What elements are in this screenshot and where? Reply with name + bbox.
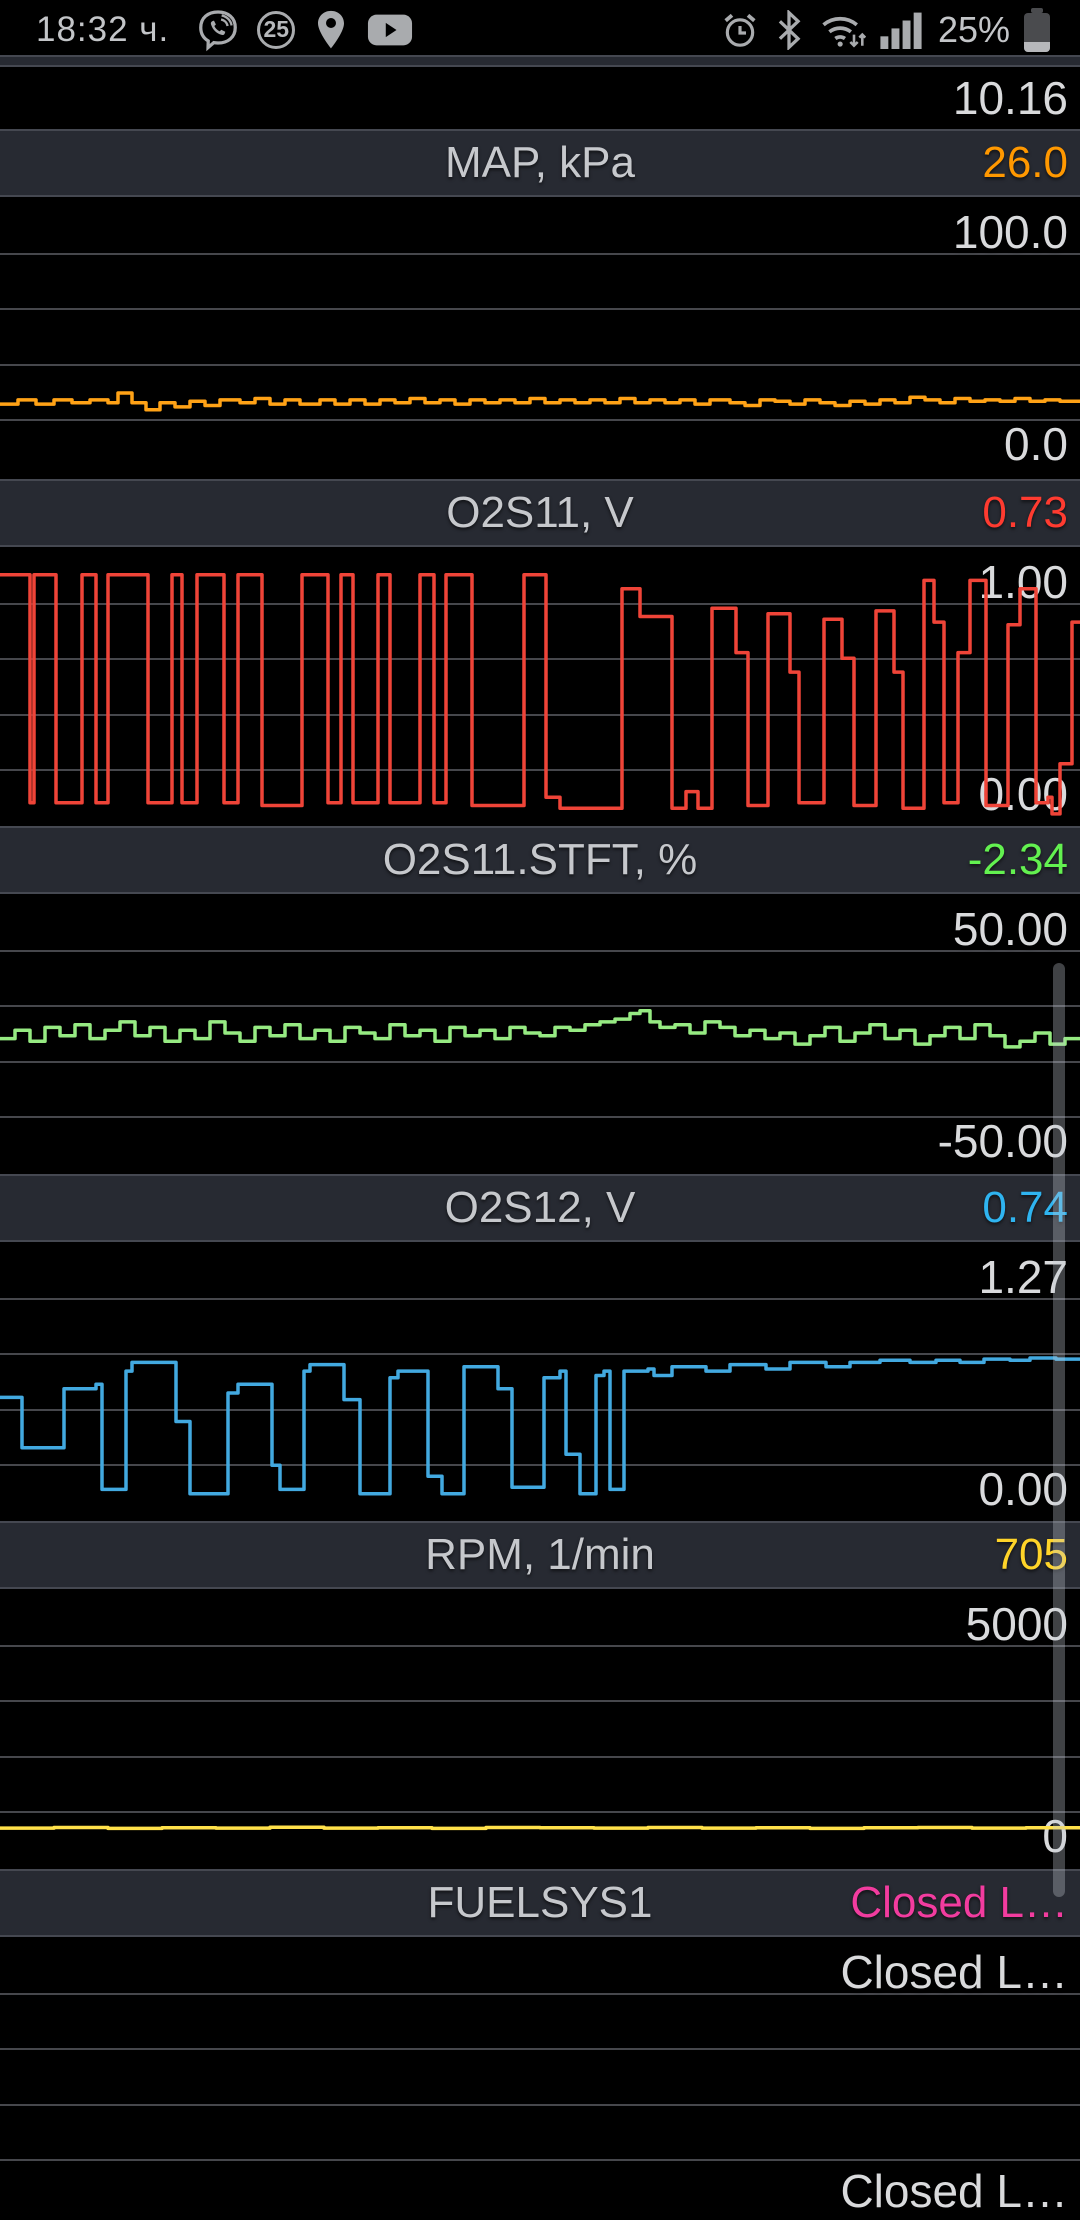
chart-plot-rpm[interactable]: 5000 0 <box>0 1589 1080 1867</box>
axis-min-label: 0 <box>1042 1810 1068 1862</box>
gridline <box>0 1353 1080 1355</box>
badge-count: 25 <box>257 10 296 49</box>
gridline <box>0 1061 1080 1063</box>
chart-current-value-o2s12: 0.74 <box>982 1183 1068 1232</box>
axis-max-label: 50.00 <box>952 903 1068 955</box>
chart-current-value-fuelsys1: Closed L… <box>850 1878 1068 1927</box>
scrollbar[interactable] <box>1053 963 1065 1897</box>
chart-header-rpm[interactable]: RPM, 1/min 705 <box>0 1521 1080 1589</box>
gridline <box>0 769 1080 771</box>
gridline <box>0 714 1080 716</box>
trace-rpm <box>0 1825 1080 1831</box>
youtube-icon <box>367 13 413 47</box>
battery-icon <box>1024 7 1050 52</box>
chart-title-o2s11-stft: O2S11.STFT, % <box>382 835 698 884</box>
viber-icon <box>195 7 241 53</box>
previous-chart-gridband <box>0 55 1080 67</box>
signal-icon <box>880 11 922 49</box>
chart-header-o2s11[interactable]: O2S11, V 0.73 <box>0 479 1080 547</box>
gridline <box>0 1409 1080 1411</box>
gridline <box>0 1756 1080 1758</box>
gridline <box>0 419 1080 421</box>
axis-max-label: 100.0 <box>952 206 1068 258</box>
status-bar: 18:32 ч. 25 <box>0 0 1080 55</box>
location-icon <box>311 8 351 52</box>
chart-header-fuelsys1[interactable]: FUELSYS1 Closed L… <box>0 1869 1080 1937</box>
bluetooth-icon <box>774 9 804 50</box>
axis-min-label: 10.16 <box>952 72 1068 124</box>
trace-map <box>0 391 1080 412</box>
chart-current-value-o2s11-stft: -2.34 <box>967 835 1068 884</box>
chart-current-value-map: 26.0 <box>982 138 1068 187</box>
chart-header-o2s11-stft[interactable]: O2S11.STFT, % -2.34 <box>0 826 1080 894</box>
gridline <box>0 950 1080 952</box>
status-bar-right: 25% <box>706 7 1050 52</box>
axis-min-label: Closed L… <box>840 2165 1068 2217</box>
chart-plot-map[interactable]: 100.0 0.0 <box>0 197 1080 475</box>
clock-text: 18:32 ч. <box>36 9 170 49</box>
gridline <box>0 1811 1080 1813</box>
gridline <box>0 1993 1080 1995</box>
gridline <box>0 253 1080 255</box>
gridline <box>0 1005 1080 1007</box>
gridline <box>0 364 1080 366</box>
gridline <box>0 603 1080 605</box>
chart-header-map[interactable]: MAP, kPa 26.0 <box>0 129 1080 197</box>
axis-min-label: 0.00 <box>978 1463 1068 1515</box>
gridline <box>0 1700 1080 1702</box>
axis-min-label: 0.0 <box>1004 418 1068 470</box>
gridline <box>0 308 1080 310</box>
axis-max-label: Closed L… <box>840 1946 1068 1998</box>
chart-title-rpm: RPM, 1/min <box>425 1530 655 1579</box>
axis-min-label: -50.00 <box>937 1115 1068 1167</box>
chart-current-value-o2s11: 0.73 <box>982 488 1068 537</box>
chart-current-value-rpm: 705 <box>994 1530 1068 1579</box>
gridline <box>0 1298 1080 1300</box>
chart-title-map: MAP, kPa <box>445 138 635 187</box>
trace-o2s11 <box>0 573 1080 816</box>
gridline <box>0 2104 1080 2106</box>
chart-title-o2s12: O2S12, V <box>444 1183 636 1232</box>
chart-plot-o2s12[interactable]: 1.27 0.00 <box>0 1242 1080 1520</box>
chart-plot-fuelsys1[interactable]: Closed L… Closed L… <box>0 1937 1080 2220</box>
chart-title-o2s11: O2S11, V <box>446 488 634 537</box>
axis-max-label: 5000 <box>965 1598 1068 1650</box>
trace-o2s12 <box>0 1356 1080 1496</box>
status-bar-left: 18:32 ч. 25 <box>36 7 429 53</box>
battery-percent-text: 25% <box>937 8 1010 50</box>
gridline <box>0 2159 1080 2161</box>
gridline <box>0 2048 1080 2050</box>
gridline <box>0 1116 1080 1118</box>
gridline <box>0 658 1080 660</box>
chart-header-o2s12[interactable]: O2S12, V 0.74 <box>0 1174 1080 1242</box>
axis-max-label: 1.27 <box>978 1251 1068 1303</box>
chart-title-fuelsys1: FUELSYS1 <box>427 1878 653 1927</box>
gridline <box>0 1645 1080 1647</box>
chart-plot-o2s11[interactable]: 1.00 0.00 <box>0 547 1080 825</box>
chart-plot-o2s11-stft[interactable]: 50.00 -50.00 <box>0 894 1080 1172</box>
trace-o2s11-stft <box>0 1009 1080 1049</box>
gridline <box>0 1464 1080 1466</box>
previous-chart-plot-partial[interactable]: 10.16 <box>0 67 1080 129</box>
battery-level-fill <box>1024 41 1050 52</box>
badge-25-icon: 25 <box>257 10 296 49</box>
alarm-icon <box>720 10 760 50</box>
wifi-icon <box>818 9 866 51</box>
axis-max-label: 1.00 <box>978 556 1068 608</box>
